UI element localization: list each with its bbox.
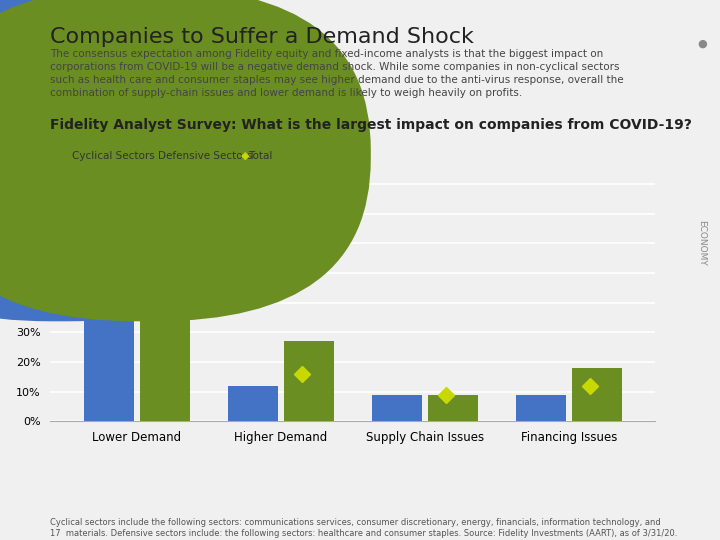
Text: ●: ● <box>697 38 707 48</box>
Text: Cyclical sectors include the following sectors: communications services, consume: Cyclical sectors include the following s… <box>50 518 678 538</box>
Text: Percent of Respondents: Percent of Respondents <box>2 158 125 168</box>
Text: ECONOMY: ECONOMY <box>698 220 706 266</box>
Bar <box>140 288 190 421</box>
Text: ◆: ◆ <box>241 151 250 160</box>
Bar <box>572 368 622 421</box>
Text: Cyclical Sectors: Cyclical Sectors <box>72 151 155 160</box>
Bar <box>516 395 566 421</box>
Text: The consensus expectation among Fidelity equity and fixed-income analysts is tha: The consensus expectation among Fidelity… <box>50 49 624 98</box>
Text: Companies to Suffer a Demand Shock: Companies to Suffer a Demand Shock <box>50 27 474 47</box>
Bar <box>228 386 278 421</box>
Text: Fidelity Analyst Survey: What is the largest impact on companies from COVID-19?: Fidelity Analyst Survey: What is the lar… <box>50 118 692 132</box>
Text: Defensive Sectors: Defensive Sectors <box>158 151 253 160</box>
Text: Total: Total <box>248 151 273 160</box>
Bar <box>428 395 478 421</box>
Bar <box>84 217 134 421</box>
Bar <box>372 395 422 421</box>
Bar <box>284 341 334 421</box>
